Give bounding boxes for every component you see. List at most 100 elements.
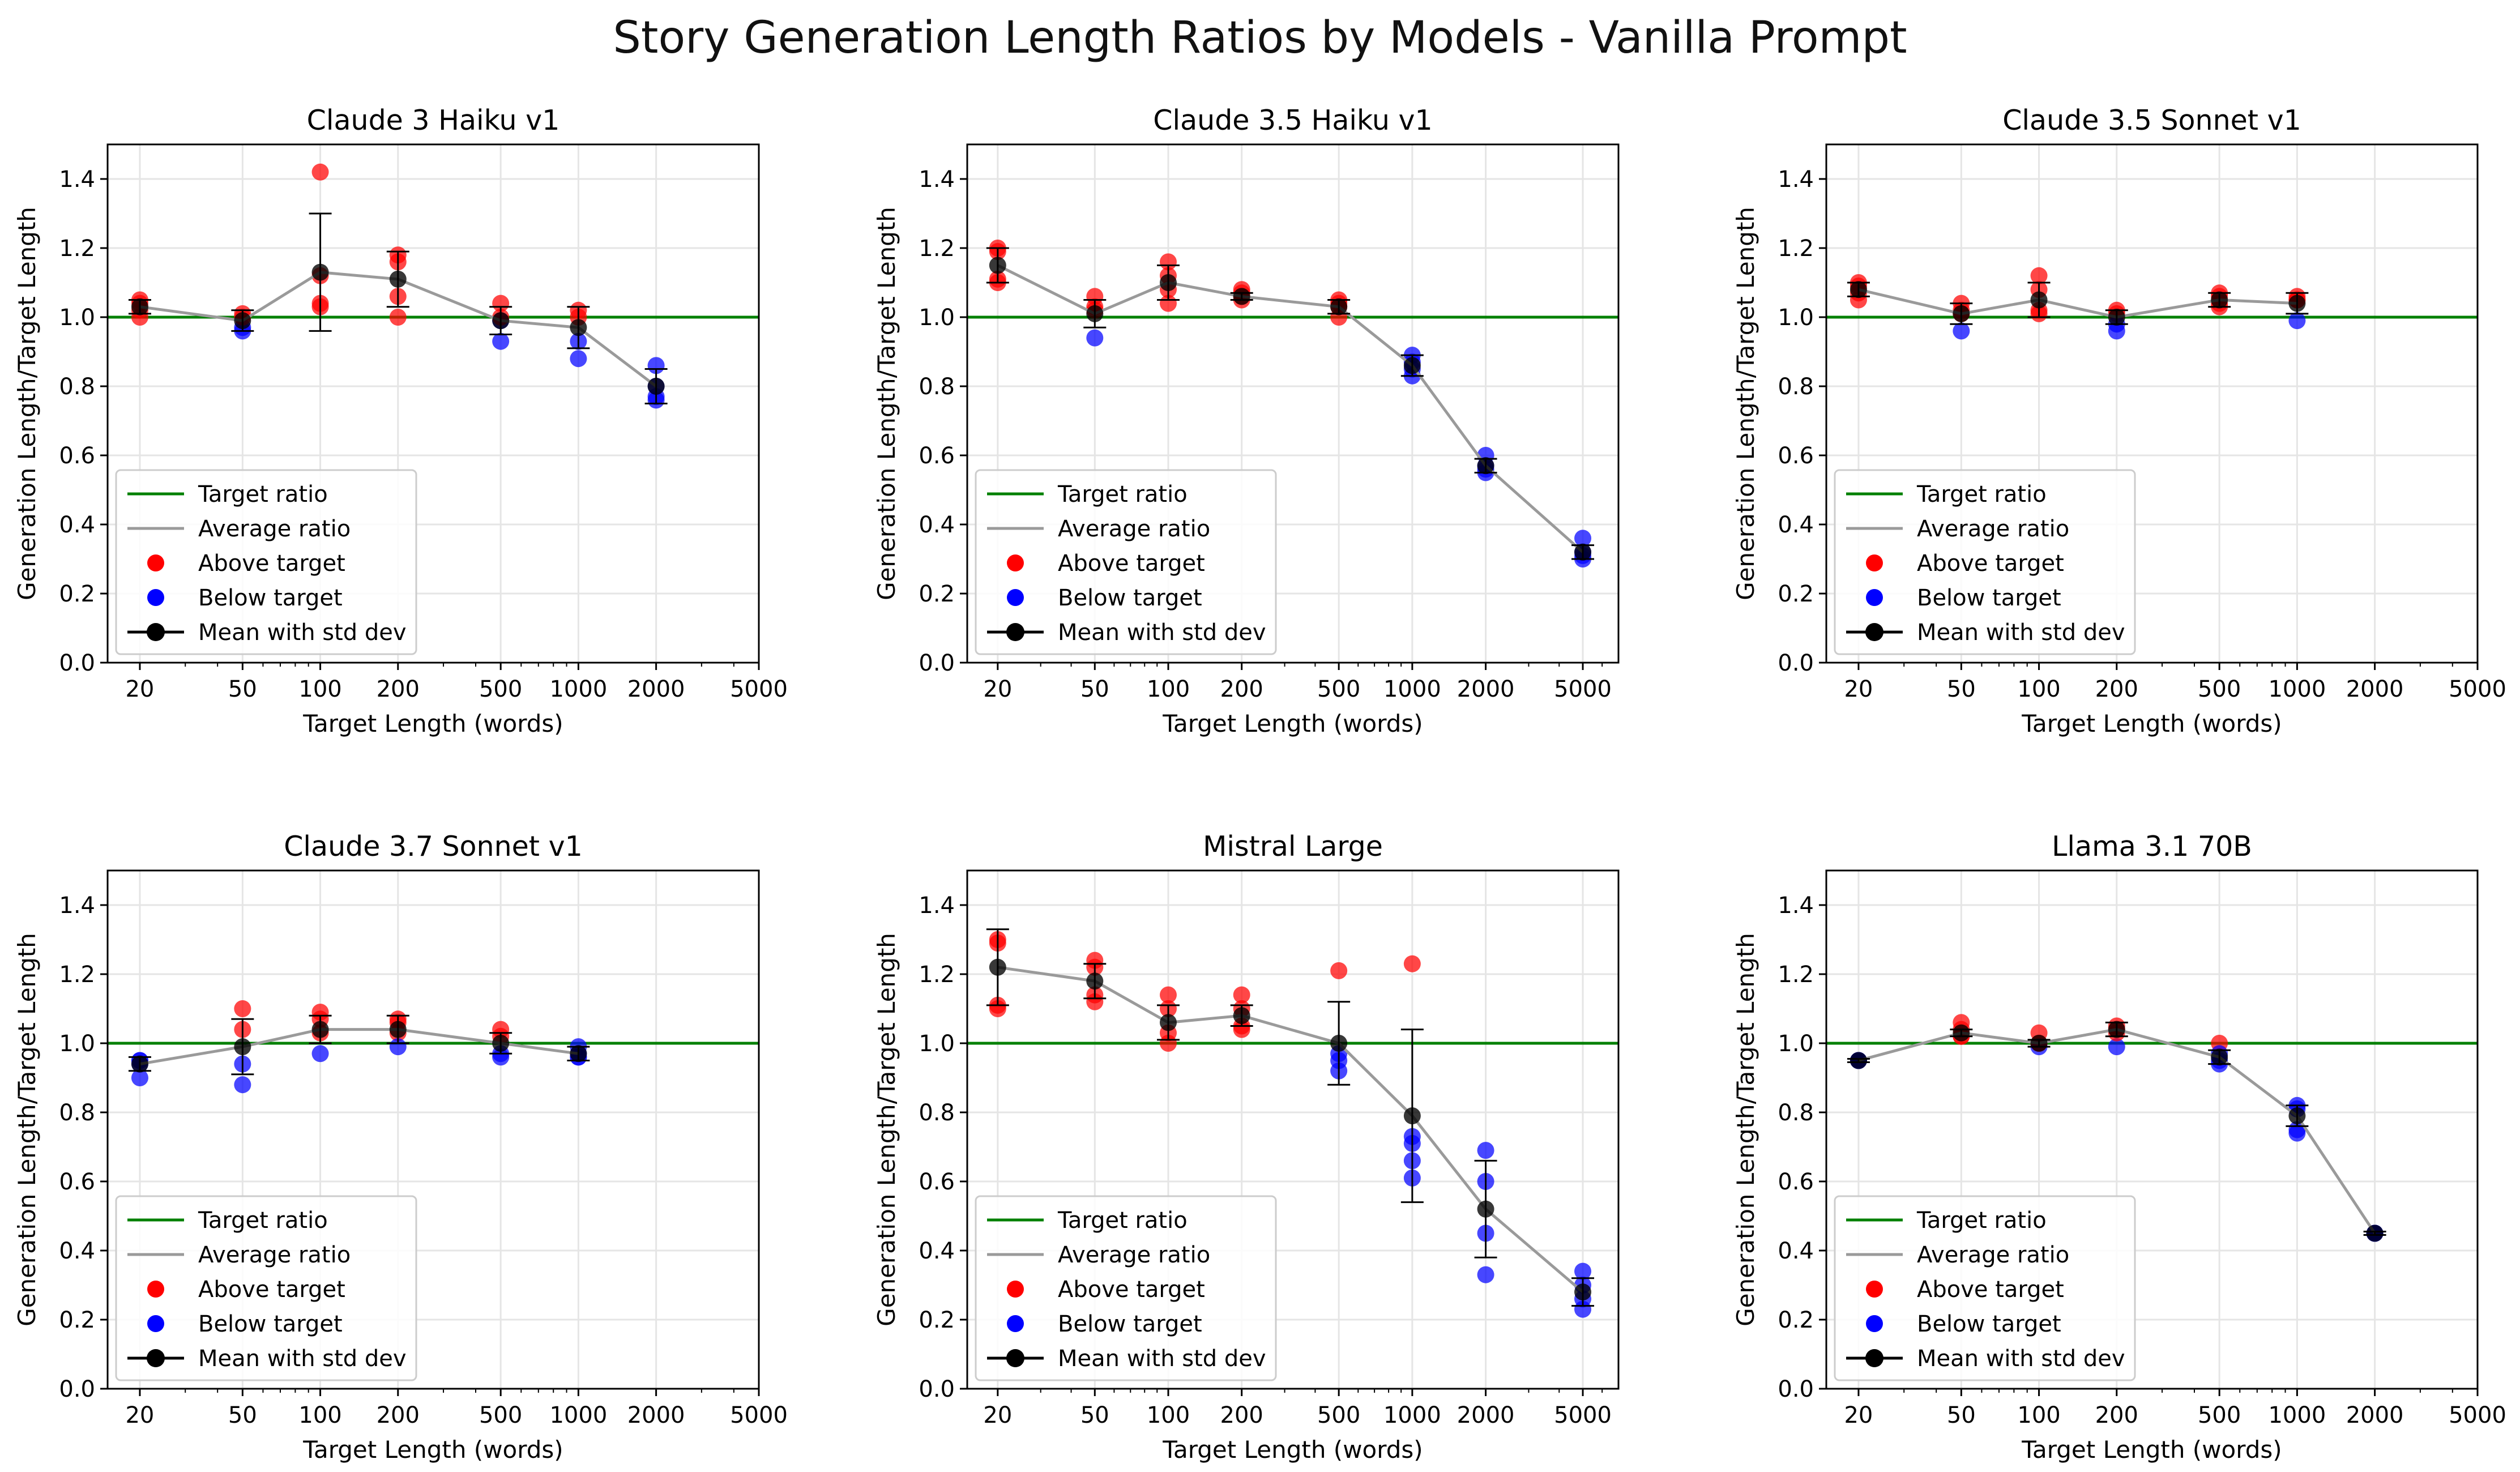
- x-tick-label: 2000: [2346, 1402, 2404, 1428]
- x-axis-label: Target Length (words): [2021, 1436, 2282, 1464]
- mean-point: [1477, 457, 1494, 475]
- x-tick-label: 2000: [2346, 676, 2404, 702]
- legend: Target ratio Average ratio Above target Bel…: [975, 1195, 1277, 1381]
- x-tick-label: 500: [1317, 676, 1360, 702]
- subplot-title: Claude 3.5 Haiku v1: [1153, 104, 1432, 136]
- subplot-title: Llama 3.1 70B: [2052, 830, 2252, 863]
- x-tick-label: 500: [479, 676, 522, 702]
- y-axis-label: Generation Length/Target Length: [873, 933, 900, 1326]
- y-tick-label: 1.4: [1778, 167, 1814, 193]
- y-tick-label: 0.8: [1778, 1100, 1814, 1126]
- y-axis-label: Generation Length/Target Length: [13, 933, 41, 1326]
- y-axis-label: Generation Length/Target Length: [873, 207, 900, 600]
- y-tick-label: 0.4: [919, 512, 955, 538]
- data-point: [311, 163, 329, 181]
- mean-point: [1159, 1014, 1177, 1031]
- mean-point: [2108, 1021, 2125, 1038]
- data-point: [1953, 322, 1970, 340]
- x-tick-label: 5000: [1554, 676, 1612, 702]
- mean-point: [1953, 1024, 1970, 1042]
- mean-point: [989, 257, 1006, 274]
- y-tick-label: 1.4: [59, 893, 95, 919]
- x-tick-label: 100: [298, 1402, 341, 1428]
- x-tick-label: 1000: [549, 676, 607, 702]
- legend-label: Below target: [198, 1311, 343, 1337]
- legend-handle-above: [147, 554, 164, 571]
- mean-point: [2030, 1035, 2048, 1052]
- legend-handle-above: [1007, 554, 1024, 571]
- x-tick-label: 20: [125, 1402, 154, 1428]
- y-tick-label: 0.4: [1778, 512, 1814, 538]
- y-tick-label: 1.2: [1778, 236, 1814, 262]
- y-tick-label: 0.0: [1778, 1376, 1814, 1402]
- y-tick-label: 1.0: [59, 305, 95, 331]
- legend-handle-below: [1866, 589, 1883, 606]
- x-tick-label: 200: [377, 676, 420, 702]
- subplot-1: 0.0 0.2 0.4 0.6 0.8 1.0 1.2 1.4 20 50 100 200 500 100…: [13, 104, 788, 737]
- legend-handle-above: [1866, 554, 1883, 571]
- x-tick-label: 20: [983, 676, 1012, 702]
- subplot-title: Claude 3.5 Sonnet v1: [2002, 104, 2301, 136]
- legend-handle-below: [1007, 1315, 1024, 1332]
- mean-point: [2108, 309, 2125, 326]
- x-axis-label: Target Length (words): [2021, 710, 2282, 737]
- y-tick-label: 0.6: [1778, 1169, 1814, 1195]
- mean-point: [1953, 305, 1970, 322]
- mean-point: [389, 1021, 407, 1038]
- data-point: [311, 1045, 329, 1063]
- legend-label: Target ratio: [1057, 1208, 1188, 1234]
- y-axis-label: Generation Length/Target Length: [1732, 933, 1759, 1326]
- data-point: [1477, 1142, 1494, 1159]
- mean-point: [234, 312, 251, 330]
- data-point: [131, 1069, 148, 1086]
- x-tick-label: 200: [2095, 1402, 2138, 1428]
- axes-frame: [1825, 869, 2479, 1390]
- legend-handle-mean: [1865, 623, 1883, 641]
- legend-frame: [1834, 1195, 2136, 1381]
- y-tick-label: 1.0: [1778, 305, 1814, 331]
- legend-handle-above: [147, 1281, 164, 1298]
- mean-point: [1850, 1052, 1867, 1069]
- subplot-3: 0.0 0.2 0.4 0.6 0.8 1.0 1.2 1.4 20 50 100 200 500 100…: [1732, 104, 2506, 737]
- y-tick-label: 0.2: [59, 1307, 95, 1333]
- legend-label: Below target: [1058, 1311, 1202, 1337]
- data-point: [1574, 1262, 1592, 1280]
- x-tick-label: 2000: [1457, 676, 1515, 702]
- y-tick-label: 0.6: [1778, 443, 1814, 469]
- legend-label: Below target: [1917, 1311, 2061, 1337]
- mean-point: [570, 319, 587, 336]
- legend-label: Below target: [1058, 585, 1202, 611]
- subplot-title: Claude 3.7 Sonnet v1: [284, 830, 583, 863]
- legend-label: Mean with std dev: [1058, 620, 1266, 646]
- y-tick-label: 0.4: [1778, 1238, 1814, 1264]
- legend-label: Target ratio: [198, 481, 328, 507]
- mean-point: [989, 958, 1006, 976]
- subplot-6: 0.0 0.2 0.4 0.6 0.8 1.0 1.2 1.4 20 50 100 200 500 100…: [1732, 830, 2506, 1464]
- legend-label: Average ratio: [1058, 516, 1210, 542]
- y-tick-label: 0.0: [59, 650, 95, 676]
- mean-point: [1403, 1107, 1421, 1125]
- y-tick-label: 1.4: [59, 167, 95, 193]
- axes-frame: [966, 869, 1620, 1390]
- subplot-title: Mistral Large: [1203, 830, 1383, 863]
- legend-label: Above target: [1917, 551, 2064, 577]
- x-tick-label: 100: [1147, 676, 1190, 702]
- y-tick-label: 1.2: [59, 962, 95, 988]
- y-tick-label: 0.8: [59, 1100, 95, 1126]
- data-point: [1403, 955, 1421, 972]
- legend-handle-below: [147, 589, 164, 606]
- legend-handle-above: [1007, 1281, 1024, 1298]
- y-tick-label: 0.6: [919, 1169, 955, 1195]
- x-tick-label: 5000: [730, 676, 788, 702]
- y-tick-label: 0.0: [919, 650, 955, 676]
- y-tick-label: 1.0: [59, 1031, 95, 1057]
- data-point: [570, 350, 587, 368]
- x-tick-label: 100: [2017, 1402, 2060, 1428]
- y-tick-label: 0.4: [59, 1238, 95, 1264]
- x-tick-label: 50: [228, 676, 257, 702]
- data-point: [234, 1000, 251, 1017]
- y-tick-label: 0.6: [919, 443, 955, 469]
- y-tick-label: 0.4: [919, 1238, 955, 1264]
- legend-label: Above target: [1058, 1277, 1205, 1303]
- x-tick-label: 20: [983, 1402, 1012, 1428]
